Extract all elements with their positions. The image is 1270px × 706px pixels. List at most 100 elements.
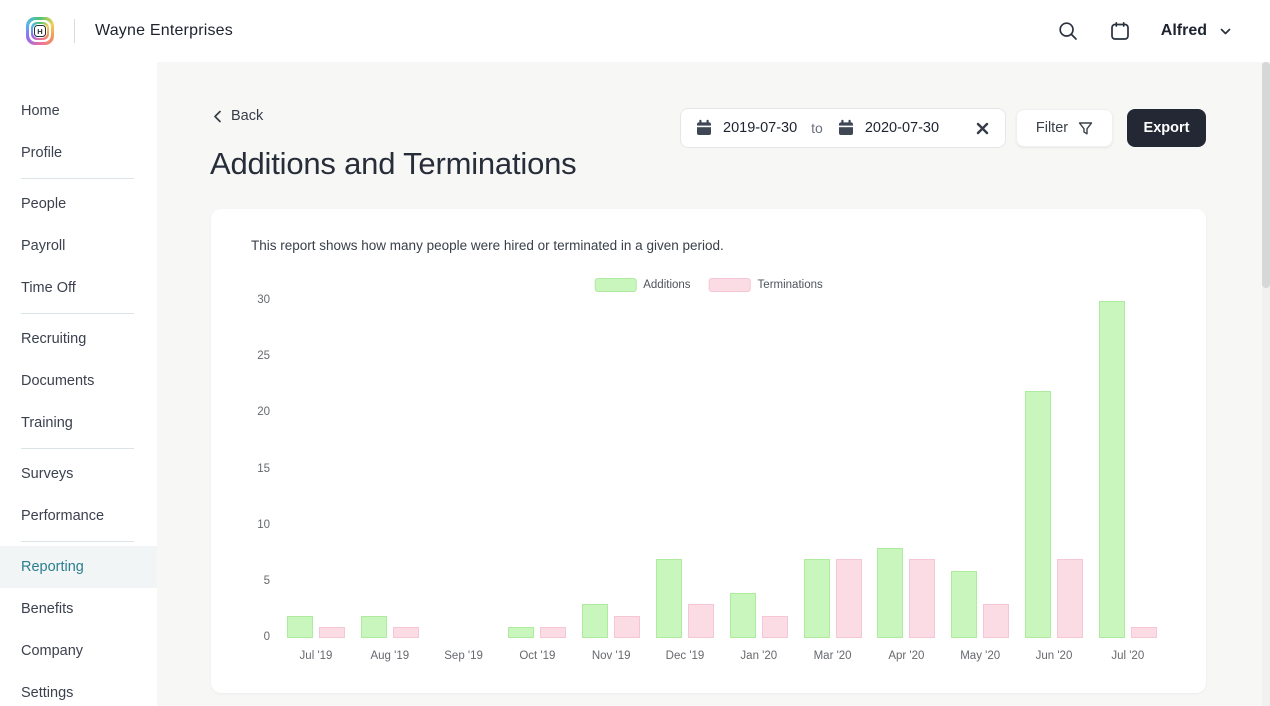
bar-terminations[interactable] [983,604,1010,638]
bar-terminations[interactable] [1057,559,1083,638]
sidebar-divider [21,448,134,449]
sidebar-item-settings[interactable]: Settings [21,685,74,701]
x-axis-label: Aug '19 [370,650,410,662]
header-actions: Alfred [1057,20,1232,42]
x-axis-label: Sep '19 [444,650,483,662]
bar-terminations[interactable] [909,559,936,638]
legend-item-additions[interactable]: Additions [594,278,691,292]
chart: 0 5 10 15 20 25 30 Jul '19 Aug '19 Sep '19 Oct '19… [211,209,1206,693]
y-axis-tick: 30 [257,294,270,306]
sidebar-item-profile[interactable]: Profile [21,145,63,161]
search-icon[interactable] [1057,20,1079,42]
bar-terminations[interactable] [319,627,345,638]
date-range-picker[interactable]: 2019-07-30 to 2020-07-30 [680,108,1006,148]
back-button[interactable]: Back [213,108,263,124]
bar-additions[interactable] [729,593,756,638]
sidebar-item-benefits[interactable]: Benefits [21,601,74,617]
company-name: Wayne Enterprises [95,22,233,39]
x-axis-label: Jul '20 [1111,650,1145,662]
scrollbar-track[interactable] [1262,62,1270,706]
sidebar-item-recruiting[interactable]: Recruiting [21,331,87,347]
x-axis-label: Nov '19 [591,650,631,662]
y-axis-tick: 20 [257,406,270,419]
report-card: This report shows how many people were h… [211,209,1206,693]
sidebar-item-documents[interactable]: Documents [21,373,95,389]
back-label: Back [231,108,264,124]
sidebar-item-training[interactable]: Training [21,415,73,431]
chevron-down-icon [1219,25,1232,38]
sidebar: Home Profile People Payroll Time Off Recruiti… [0,62,157,706]
bar-additions[interactable] [360,616,387,638]
bar-additions[interactable] [582,604,609,638]
filter-button[interactable]: Filter [1016,109,1113,147]
bar-additions[interactable] [508,627,535,638]
bar-terminations[interactable] [614,616,641,638]
x-axis-label: May '20 [960,650,1001,662]
sidebar-item-surveys[interactable]: Surveys [21,466,74,482]
sidebar-nav: Home Profile People Payroll Time Off Recruiti… [0,62,157,706]
legend-swatch [594,278,637,292]
date-separator: to [811,120,823,136]
x-axis-label: Dec '19 [665,650,705,662]
sidebar-item-reporting[interactable]: Reporting [0,546,157,588]
bar-additions[interactable] [877,548,904,638]
y-axis-tick: 15 [257,462,270,475]
top-bar: H Wayne Enterprises Alfred [0,0,1270,62]
y-axis-tick: 5 [263,574,270,587]
x-axis-label: Jul '19 [299,650,333,662]
x-axis-label: Apr '20 [888,650,925,662]
toolbar-controls: 2019-07-30 to 2020-07-30 Filter [680,108,1206,148]
x-axis-label: Jan '20 [740,650,778,662]
start-date[interactable]: 2019-07-30 [723,120,798,136]
brand-divider [74,19,75,43]
user-name: Alfred [1160,22,1207,39]
bar-additions[interactable] [287,616,313,638]
bar-terminations[interactable] [1130,627,1157,638]
calendar-solid-icon [837,119,855,137]
bar-terminations[interactable] [540,627,567,638]
sidebar-divider [21,541,134,542]
bar-terminations[interactable] [688,604,714,638]
filter-label: Filter [1035,120,1069,136]
funnel-icon [1078,121,1093,136]
logo-letter: H [34,25,46,37]
x-axis-label: Oct '19 [519,650,556,662]
sidebar-item-performance[interactable]: Performance [21,508,105,524]
sidebar-divider [21,313,134,314]
user-menu[interactable]: Alfred [1161,22,1232,40]
bar-terminations[interactable] [835,559,862,638]
calendar-solid-icon [695,119,713,137]
legend-swatch [708,278,751,292]
calendar-icon[interactable] [1109,20,1131,42]
sidebar-item-payroll[interactable]: Payroll [21,238,66,254]
sidebar-item-time-off[interactable]: Time Off [21,280,76,296]
bar-terminations[interactable] [392,627,419,638]
export-button[interactable]: Export [1127,109,1206,147]
legend-label: Additions [643,279,691,291]
bar-additions[interactable] [1025,391,1051,638]
chevron-left-icon [213,110,222,123]
sidebar-item-people[interactable]: People [21,196,67,212]
bar-additions[interactable] [803,559,830,638]
report-description: This report shows how many people were h… [251,238,724,253]
end-date[interactable]: 2020-07-30 [864,120,940,136]
app-logo[interactable]: H [26,17,54,45]
clear-dates-icon[interactable] [976,122,989,135]
scrollbar-thumb[interactable] [1262,62,1270,288]
x-axis-label: Jun '20 [1035,650,1073,662]
sidebar-divider [21,178,134,179]
chart-legend: Additions Terminations [594,278,823,292]
sidebar-item-company[interactable]: Company [21,643,84,659]
y-axis-tick: 10 [257,518,270,531]
brand: H Wayne Enterprises [26,17,233,45]
bar-terminations[interactable] [761,616,788,638]
sidebar-item-home[interactable]: Home [21,103,60,119]
bar-additions[interactable] [1098,301,1125,638]
x-axis-label: Mar '20 [813,650,852,662]
bar-additions[interactable] [656,559,682,638]
legend-label: Terminations [757,279,823,291]
main-content: Back Additions and Terminations 2019-07-… [157,62,1270,706]
legend-item-terminations[interactable]: Terminations [708,278,823,292]
y-axis-tick: 0 [263,631,270,643]
bar-additions[interactable] [951,571,978,638]
